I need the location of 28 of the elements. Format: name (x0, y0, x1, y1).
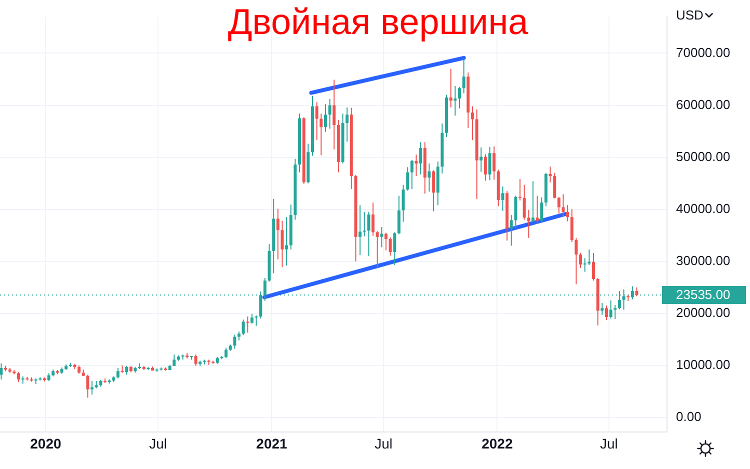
chart-title: Двойная вершина (228, 0, 530, 42)
candlestick (449, 68, 452, 108)
candlestick (246, 316, 250, 333)
candlestick (254, 315, 258, 326)
x-tick-label: 2022 (482, 435, 513, 452)
y-tick-label: 60000.00 (676, 96, 730, 112)
y-tick-label: 70000.00 (676, 44, 730, 60)
candlestick (583, 258, 586, 272)
y-tick-label: 20000.00 (676, 304, 730, 320)
x-tick-label: Jul (600, 435, 618, 452)
y-tick-label: 30000.00 (676, 252, 730, 268)
ref-line-label: 23535.00 (676, 287, 730, 302)
candlestick (454, 86, 457, 116)
y-tick-label: 50000.00 (676, 148, 730, 164)
candlestick (548, 166, 552, 182)
candlestick (285, 217, 288, 266)
candlestick (531, 181, 534, 222)
candlestick (518, 179, 522, 200)
x-tick-label: 2021 (256, 435, 288, 452)
x-tick-label: 2020 (30, 435, 62, 452)
y-axis-title: USD (676, 8, 704, 23)
candlestick (362, 212, 366, 236)
y-tick-label: 10000.00 (676, 356, 730, 372)
y-tick-label: 0.00 (676, 409, 702, 424)
x-tick-label: Jul (149, 435, 168, 452)
candlestick (588, 249, 591, 265)
x-tick-label: Jul (374, 435, 392, 452)
y-tick-label: 40000.00 (676, 200, 730, 216)
